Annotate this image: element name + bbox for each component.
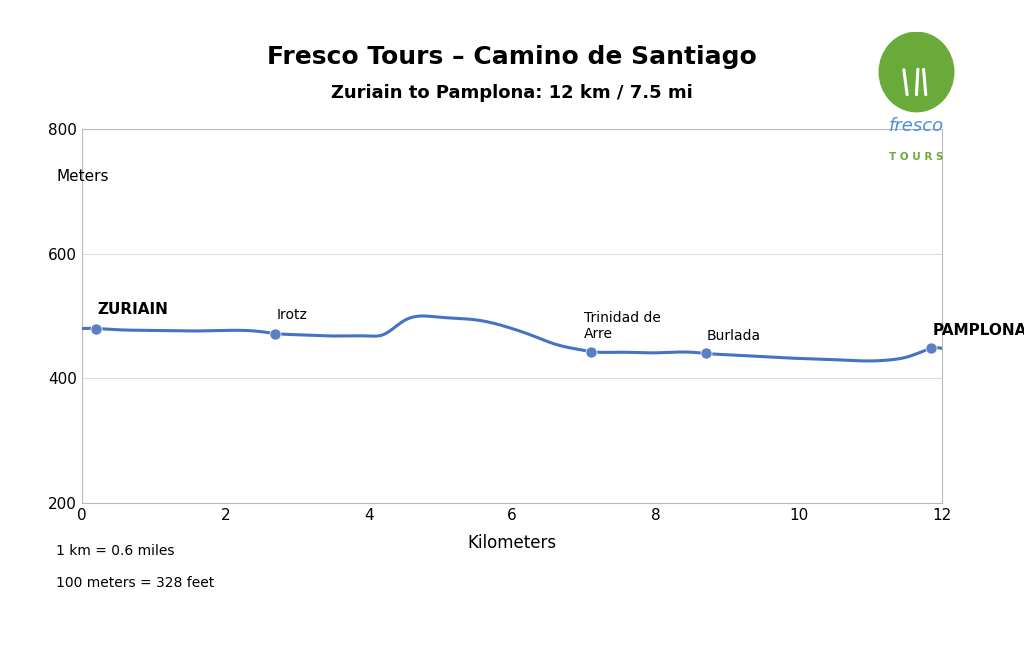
Text: fresco: fresco	[889, 117, 944, 135]
Text: Meters: Meters	[56, 168, 109, 184]
X-axis label: Kilometers: Kilometers	[467, 534, 557, 552]
Text: Irotz: Irotz	[276, 308, 308, 322]
Circle shape	[880, 32, 953, 112]
Text: Zuriain to Pamplona: 12 km / 7.5 mi: Zuriain to Pamplona: 12 km / 7.5 mi	[331, 84, 693, 102]
Text: T O U R S: T O U R S	[889, 152, 944, 162]
Text: ZURIAIN: ZURIAIN	[97, 303, 169, 317]
Text: Fresco Tours – Camino de Santiago: Fresco Tours – Camino de Santiago	[267, 45, 757, 69]
Text: 100 meters = 328 feet: 100 meters = 328 feet	[56, 576, 215, 590]
Text: 1 km = 0.6 miles: 1 km = 0.6 miles	[56, 544, 175, 558]
Text: Burlada: Burlada	[707, 329, 761, 343]
Text: PAMPLONA: PAMPLONA	[933, 323, 1024, 338]
Text: Trinidad de
Arre: Trinidad de Arre	[584, 311, 660, 341]
